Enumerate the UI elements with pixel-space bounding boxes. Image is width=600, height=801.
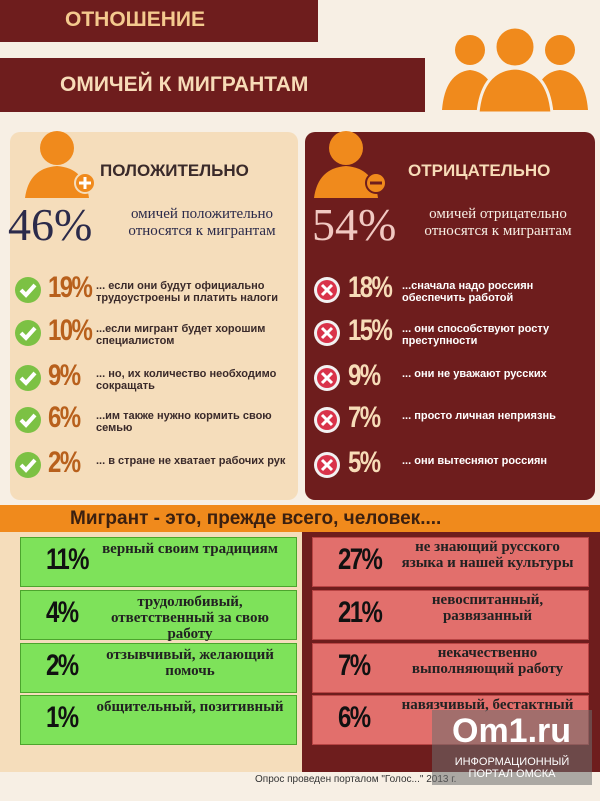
positive-total-text: омичей положительно относятся к мигранта… — [128, 206, 276, 239]
positive-pct: 9% — [48, 359, 81, 392]
trait-positive-box — [20, 537, 297, 587]
negative-heading: ОТРИЦАТЕЛЬНО — [408, 161, 551, 180]
trait-negative-box — [312, 537, 589, 587]
trait-positive-pct: 2% — [46, 649, 79, 682]
check-icon — [14, 364, 42, 392]
cross-icon — [313, 364, 341, 392]
check-icon — [14, 276, 42, 304]
check-icon — [14, 319, 42, 347]
negative-pct: 5% — [348, 446, 381, 479]
trait-positive-pct: 4% — [46, 596, 79, 629]
positive-heading: ПОЛОЖИТЕЛЬНО — [100, 161, 249, 180]
people-icon — [442, 25, 588, 115]
negative-pct: 15% — [348, 314, 393, 347]
trait-positive-box — [20, 695, 297, 745]
trait-positive-text: общительный, позитивный — [96, 699, 284, 715]
cross-icon — [313, 451, 341, 479]
negative-item-text: ...сначала надо россиян обеспечить работ… — [402, 280, 534, 304]
watermark: Om1.ru ИНФОРМАЦИОННЫЙ ПОРТАЛ ОМСКА — [432, 710, 592, 785]
positive-item-text: ...если мигрант будет хорошим специалист… — [96, 323, 266, 347]
positive-item-text: ... если они будут официально трудоустро… — [96, 280, 278, 304]
trait-positive-text: отзывчивый, желающий помочь — [106, 647, 274, 679]
title: ОТНОШЕНИЕ — [65, 8, 206, 31]
person-plus-icon — [25, 131, 96, 198]
negative-item-text: ... просто личная неприязнь — [402, 410, 556, 422]
positive-pct: 6% — [48, 401, 81, 434]
trait-positive-text: верный своим традициям — [102, 541, 278, 557]
title-bar: ОТНОШЕНИЕ — [0, 0, 318, 42]
cross-icon — [313, 406, 341, 434]
footer: Опрос проведен порталом "Голос..." 2013 … — [255, 774, 457, 785]
title-bar: ОМИЧЕЙ К МИГРАНТАМ — [0, 58, 425, 112]
negative-total-text: омичей отрицательно относятся к мигранта… — [424, 206, 572, 239]
person-minus-icon — [314, 131, 387, 198]
cross-icon — [313, 319, 341, 347]
positive-pct: 2% — [48, 446, 81, 479]
trait-positive-box — [20, 590, 297, 640]
positive-item-text: ...им также нужно кормить свою семью — [96, 410, 272, 434]
trait-negative-pct: 27% — [338, 543, 383, 576]
negative-item-text: ... они не уважают русских — [402, 368, 547, 380]
trait-negative-text: некачественно выполняющий работу — [411, 645, 564, 677]
trait-negative-text: невоспитанный, развязанный — [431, 592, 544, 624]
check-icon — [14, 406, 42, 434]
trait-negative-pct: 6% — [338, 701, 371, 734]
trait-negative-pct: 21% — [338, 596, 383, 629]
positive-pct: 19% — [48, 271, 93, 304]
negative-pct: 9% — [348, 359, 381, 392]
trait-negative-box — [312, 590, 589, 640]
positive-item-text: ... в стране не хватает рабочих рук — [96, 455, 286, 467]
banner: Мигрант - это, прежде всего, человек.... — [0, 505, 600, 532]
negative-pct: 7% — [348, 401, 381, 434]
positive-total: 46% — [8, 199, 93, 250]
trait-negative-text: не знающий русского языка и нашей культу… — [401, 539, 574, 571]
negative-item-text: ... они способствуют росту преступности — [402, 323, 550, 347]
trait-positive-pct: 11% — [46, 543, 90, 576]
watermark-caption: ИНФОРМАЦИОННЫЙ ПОРТАЛ ОМСКА — [454, 756, 570, 780]
negative-pct: 18% — [348, 271, 393, 304]
trait-positive-box — [20, 643, 297, 693]
cross-icon — [313, 276, 341, 304]
positive-item-text: ... но, их количество необходимо сокраща… — [96, 368, 277, 392]
banner-text: Мигрант - это, прежде всего, человек.... — [70, 508, 442, 529]
trait-positive-text: трудолюбивый, ответственный за свою рабо… — [110, 594, 270, 642]
check-icon — [14, 451, 42, 479]
title: ОМИЧЕЙ К МИГРАНТАМ — [60, 73, 309, 96]
negative-total: 54% — [312, 199, 397, 250]
trait-negative-box — [312, 643, 589, 693]
positive-pct: 10% — [48, 314, 93, 347]
negative-item-text: ... они вытесняют россиян — [402, 455, 548, 467]
trait-positive-pct: 1% — [46, 701, 79, 734]
watermark-logo: Om1.ru — [452, 712, 572, 750]
trait-negative-text: навязчивый, бестактный — [401, 697, 574, 713]
trait-negative-pct: 7% — [338, 649, 371, 682]
